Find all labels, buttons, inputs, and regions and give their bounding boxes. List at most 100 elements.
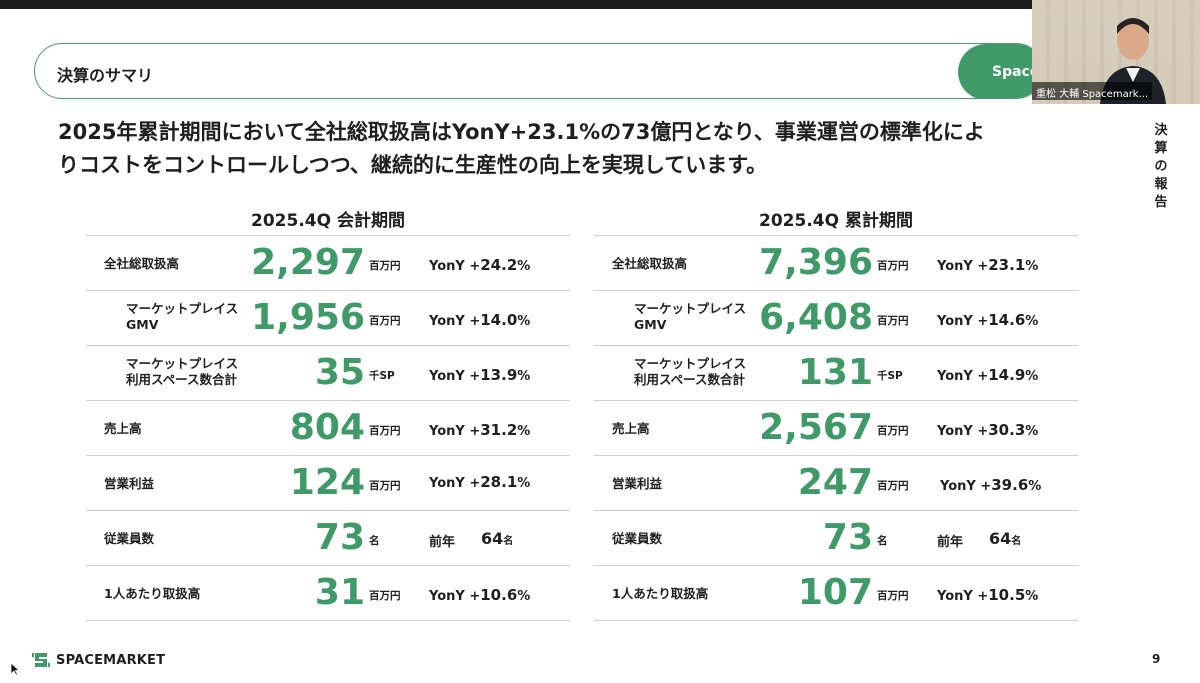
prev-year-label: 前年 — [937, 535, 964, 550]
panel-title: 2025.4Q 会計期間 — [86, 206, 570, 236]
metric-label: マーケットプレイス GMV — [634, 301, 746, 333]
yoy-value: 30.3 — [988, 421, 1026, 439]
prev-year-value: 64名 — [989, 529, 1021, 548]
section-header: 決算のサマリ Spacemark — [34, 43, 1044, 99]
yoy-prefix: YonY + — [937, 314, 989, 329]
metric-label: マーケットプレイス 利用スペース数合計 — [634, 356, 746, 388]
side-label-char: 報 — [1154, 177, 1168, 192]
yoy-percent: % — [1025, 589, 1039, 604]
metric-unit: 百万円 — [877, 260, 909, 272]
headline-line-1: 2025年累計期間において全社総取扱高はYonY+23.1%の73億円となり、事… — [58, 120, 985, 144]
prev-year-value: 64名 — [481, 529, 513, 548]
metric-value: 73 — [314, 517, 365, 558]
metric-unit: 千SP — [369, 370, 395, 382]
yoy-percent: % — [517, 476, 531, 491]
metric-yoy: YonY +14.6% — [937, 311, 1038, 329]
metric-yoy: YonY +10.6% — [429, 586, 530, 604]
yoy-value: 24.2 — [480, 256, 518, 274]
yoy-percent: % — [1025, 259, 1039, 274]
metric-row-gmv-per-employee: 1人あたり取扱高 31 百万円 YonY +10.6% — [86, 566, 570, 621]
yoy-prefix: YonY + — [429, 259, 481, 274]
spacemarket-logo: SPACEMARKET — [32, 651, 165, 669]
spacemarket-logo-icon — [32, 653, 50, 667]
headline-line-2: りコストをコントロールしつつ、継続的に生産性の向上を実現しています。 — [58, 153, 768, 177]
metric-label-line: GMV — [126, 317, 159, 332]
prev-year-unit: 名 — [1011, 536, 1022, 547]
metric-row-marketplace-gmv: マーケットプレイス GMV 1,956 百万円 YonY +14.0% — [86, 291, 570, 346]
metric-value: 131 — [797, 352, 873, 393]
metric-yoy: YonY +13.9% — [429, 366, 530, 384]
yoy-value: 10.6 — [480, 586, 518, 604]
yoy-percent: % — [517, 424, 531, 439]
yoy-prefix: YonY + — [429, 424, 481, 439]
page-number: 9 — [1152, 652, 1161, 666]
metric-row-operating-profit: 営業利益 124 百万円 YonY +28.1% — [86, 456, 570, 511]
yoy-value: 14.9 — [988, 366, 1026, 384]
metric-row-space-count: マーケットプレイス 利用スペース数合計 131 千SP YonY +14.9% — [594, 346, 1078, 401]
top-bar — [0, 0, 1200, 9]
yoy-percent: % — [517, 369, 531, 384]
metric-value: 247 — [797, 462, 873, 503]
side-section-label: 決 算 の 報 告 — [1153, 122, 1169, 212]
metric-value: 1,956 — [251, 297, 365, 338]
metric-row-revenue: 売上高 804 百万円 YonY +31.2% — [86, 401, 570, 456]
metric-yoy: YonY +30.3% — [937, 421, 1038, 439]
yoy-value: 14.0 — [480, 311, 518, 329]
metric-value: 107 — [797, 572, 873, 613]
yoy-value: 14.6 — [988, 311, 1026, 329]
yoy-value: 10.5 — [988, 586, 1026, 604]
section-title: 決算のサマリ — [57, 66, 154, 85]
metric-unit: 百万円 — [877, 315, 909, 327]
metric-value: 73 — [822, 517, 873, 558]
metric-value: 124 — [289, 462, 365, 503]
metric-value: 7,396 — [759, 242, 873, 283]
metric-unit: 百万円 — [369, 260, 401, 272]
metric-label: 営業利益 — [612, 476, 663, 491]
metric-label: 全社総取扱高 — [612, 256, 688, 271]
metric-yoy: YonY +28.1% — [429, 473, 530, 491]
yoy-prefix: YonY + — [429, 589, 481, 604]
metric-unit: 千SP — [877, 370, 903, 382]
metric-value: 804 — [289, 407, 365, 448]
metric-unit: 百万円 — [877, 425, 909, 437]
metric-yoy: YonY +24.2% — [429, 256, 530, 274]
metric-yoy: YonY +23.1% — [937, 256, 1038, 274]
metric-yoy: YonY +10.5% — [937, 586, 1038, 604]
yoy-value: 13.9 — [480, 366, 518, 384]
metric-yoy: YonY +31.2% — [429, 421, 530, 439]
metric-unit: 名 — [369, 535, 380, 547]
prev-year-number: 64 — [481, 529, 504, 548]
metric-yoy: YonY +39.6% — [940, 476, 1041, 494]
metric-label-line: マーケットプレイス — [126, 301, 239, 316]
quarter-panel: 2025.4Q 会計期間 全社総取扱高 2,297 百万円 YonY +24.2… — [86, 206, 570, 621]
metric-label-line: マーケットプレイス — [634, 356, 747, 371]
metric-yoy: YonY +14.0% — [429, 311, 530, 329]
mouse-cursor-icon — [10, 662, 20, 676]
metric-label: マーケットプレイス GMV — [126, 301, 238, 333]
yoy-value: 28.1 — [480, 473, 518, 491]
metric-label: 全社総取扱高 — [104, 256, 180, 271]
yoy-percent: % — [1025, 369, 1039, 384]
yoy-value: 39.6 — [991, 476, 1029, 494]
metric-label-line: 利用スペース数合計 — [634, 372, 746, 387]
metric-value: 6,408 — [759, 297, 873, 338]
metric-unit: 百万円 — [369, 425, 401, 437]
metric-row-employees: 従業員数 73 名 前年 64名 — [86, 511, 570, 566]
presenter-name-tag: 重松 大輔 Spacemark... — [1032, 82, 1152, 100]
metric-label: 従業員数 — [612, 531, 663, 546]
metric-label-line: マーケットプレイス — [126, 356, 239, 371]
side-label-char: 決 — [1154, 123, 1168, 138]
prev-year-number: 64 — [989, 529, 1012, 548]
yoy-percent: % — [1025, 424, 1039, 439]
cumulative-panel: 2025.4Q 累計期間 全社総取扱高 7,396 百万円 YonY +23.1… — [594, 206, 1078, 621]
metric-row-employees: 従業員数 73 名 前年 64名 — [594, 511, 1078, 566]
metric-label: 従業員数 — [104, 531, 155, 546]
yoy-value: 31.2 — [480, 421, 518, 439]
metric-label: 営業利益 — [104, 476, 155, 491]
metric-value: 2,297 — [251, 242, 365, 283]
yoy-percent: % — [517, 314, 531, 329]
prev-year-unit: 名 — [503, 536, 514, 547]
yoy-prefix: YonY + — [429, 369, 481, 384]
metric-unit: 百万円 — [369, 590, 401, 602]
yoy-prefix: YonY + — [937, 589, 989, 604]
